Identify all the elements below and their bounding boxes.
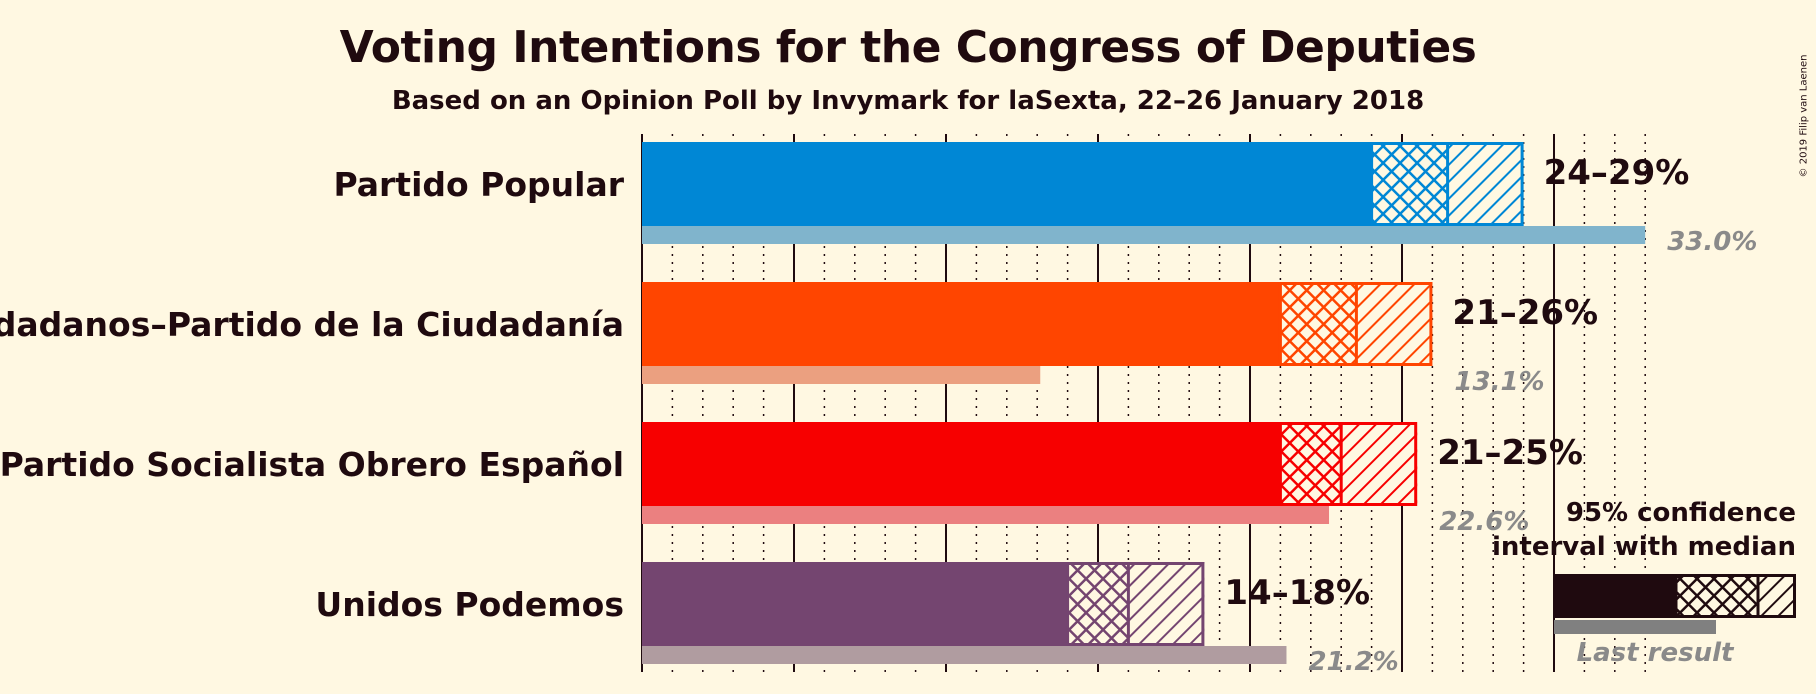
chart-subtitle: Based on an Opinion Poll by Invymark for…	[391, 86, 1425, 116]
last-result-bar	[642, 226, 1646, 244]
legend-crosshatch-swatch	[1676, 574, 1758, 618]
range-label: 24–29%	[1544, 153, 1690, 193]
range-label: 14–18%	[1224, 573, 1370, 613]
bars: Partido Popular 24–29% 33.0% Ciudadanos–Par…	[0, 142, 1757, 677]
last-result-label: 13.1%	[1454, 367, 1544, 397]
last-result-label: 22.6%	[1439, 507, 1529, 537]
last-result-bar	[642, 366, 1041, 384]
solid-bar	[642, 422, 1281, 506]
party-row: Ciudadanos–Partido de la Ciudadanía 21–26…	[0, 282, 1598, 397]
ci-outline	[1278, 422, 1418, 506]
legend-ci-outline	[1674, 574, 1796, 618]
solid-bar	[642, 562, 1068, 646]
ci-lower-segment	[1280, 282, 1357, 366]
solid-bar	[642, 282, 1281, 366]
range-label: 21–26%	[1452, 293, 1598, 333]
range-label: 21–25%	[1437, 433, 1583, 473]
party-row: Partido Socialista Obrero Español 21–25% 2…	[0, 422, 1583, 537]
ci-upper-segment	[1356, 282, 1433, 366]
last-result-bar	[642, 506, 1330, 524]
last-result-bar	[642, 646, 1287, 664]
legend-last-result-label: Last result	[1576, 638, 1734, 668]
party-row: Unidos Podemos 14–18% 21.2%	[315, 562, 1399, 677]
ci-outline	[1066, 562, 1205, 646]
legend-hatch-swatch	[1758, 574, 1796, 618]
party-label: Unidos Podemos	[315, 585, 624, 624]
last-result-label: 33.0%	[1667, 227, 1757, 257]
party-label: Partido Popular	[333, 165, 624, 204]
ci-lower-segment	[1280, 422, 1342, 506]
party-row: Partido Popular 24–29% 33.0%	[333, 142, 1757, 257]
party-label: Ciudadanos–Partido de la Ciudadanía	[0, 305, 624, 344]
solid-bar	[642, 142, 1372, 226]
ci-upper-segment	[1341, 422, 1418, 506]
legend-last-result-swatch	[1554, 620, 1716, 634]
ci-lower-segment	[1067, 562, 1129, 646]
ci-upper-segment	[1128, 562, 1205, 646]
ci-upper-segment	[1447, 142, 1524, 226]
chart-title: Voting Intentions for the Congress of De…	[339, 22, 1477, 73]
legend-title: 95% confidence interval with median	[1492, 498, 1796, 562]
legend-solid-swatch	[1554, 574, 1676, 618]
party-label: Partido Socialista Obrero Español	[0, 445, 624, 484]
last-result-label: 21.2%	[1308, 647, 1398, 677]
ci-lower-segment	[1371, 142, 1448, 226]
legend-graphic	[1554, 574, 1796, 634]
